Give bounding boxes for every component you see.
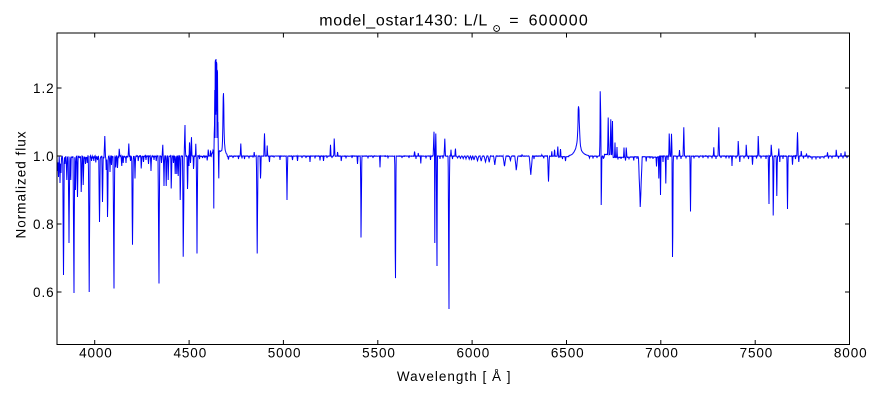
svg-text:7500: 7500 bbox=[740, 346, 774, 361]
svg-text:5500: 5500 bbox=[362, 346, 396, 361]
svg-text:1.0: 1.0 bbox=[33, 149, 54, 164]
svg-text:Wavelength [ Å ]: Wavelength [ Å ] bbox=[397, 369, 512, 384]
svg-text:0.8: 0.8 bbox=[33, 217, 54, 232]
svg-text:7000: 7000 bbox=[645, 346, 679, 361]
svg-text:6500: 6500 bbox=[551, 346, 585, 361]
svg-text:0.6: 0.6 bbox=[33, 285, 54, 300]
svg-text:=: = bbox=[509, 13, 518, 30]
svg-text:model_ostar1430: L/L: model_ostar1430: L/L bbox=[319, 13, 488, 30]
svg-text:1.2: 1.2 bbox=[33, 81, 54, 96]
svg-text:600000: 600000 bbox=[529, 13, 589, 30]
svg-text:8000: 8000 bbox=[834, 346, 868, 361]
svg-text:6000: 6000 bbox=[456, 346, 490, 361]
svg-text:Normalized flux: Normalized flux bbox=[14, 130, 29, 238]
svg-text:5000: 5000 bbox=[268, 346, 302, 361]
svg-text:4500: 4500 bbox=[173, 346, 207, 361]
svg-text:4000: 4000 bbox=[79, 346, 113, 361]
